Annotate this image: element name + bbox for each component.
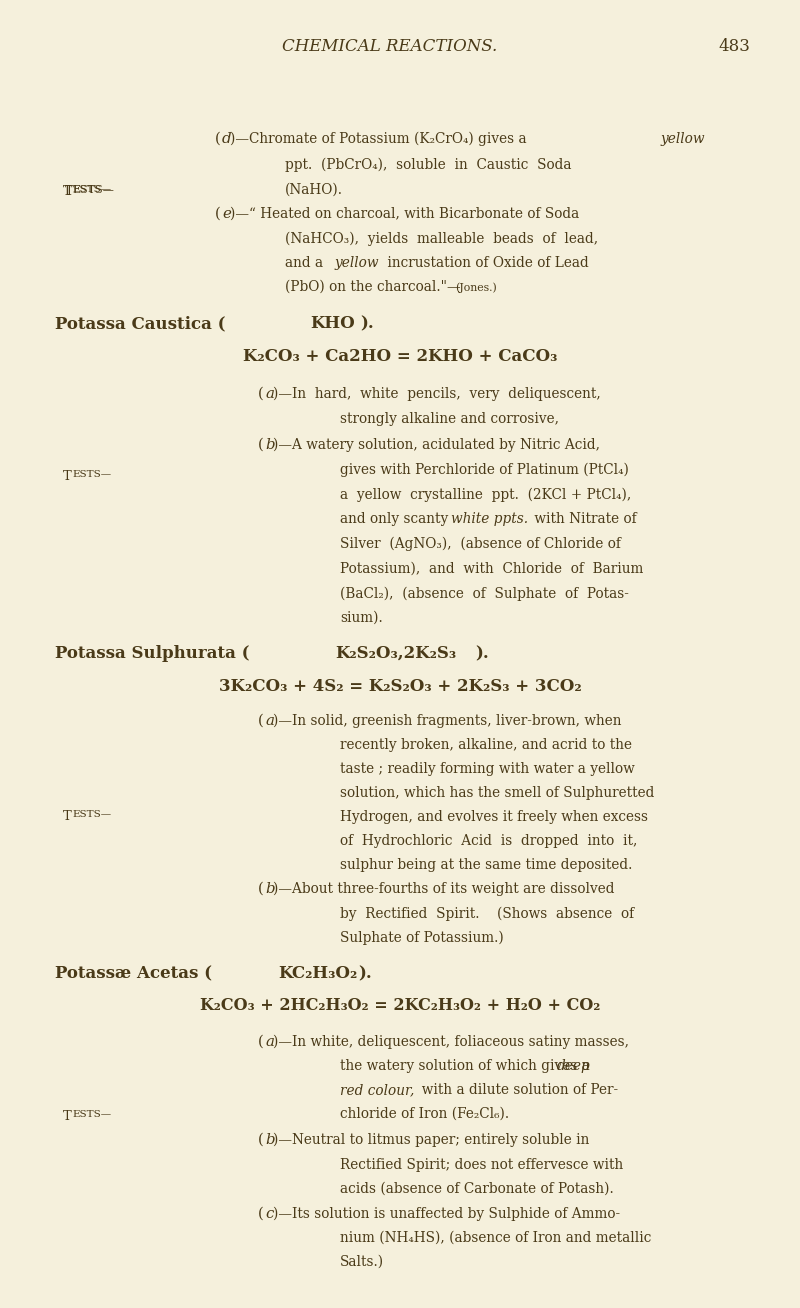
Text: (NaHO).: (NaHO). xyxy=(285,183,343,198)
Text: ESTS—: ESTS— xyxy=(72,184,114,195)
Text: gives with Perchloride of Platinum (PtCl₄): gives with Perchloride of Platinum (PtCl… xyxy=(340,463,629,477)
Text: )—In solid, greenish fragments, liver-brown, when: )—In solid, greenish fragments, liver-br… xyxy=(273,714,622,729)
Text: deep: deep xyxy=(557,1059,590,1073)
Text: ESTS—: ESTS— xyxy=(72,184,111,194)
Text: (: ( xyxy=(258,1207,264,1220)
Text: (PbO) on the charcoal."—: (PbO) on the charcoal."— xyxy=(285,280,461,294)
Text: ESTS—: ESTS— xyxy=(72,470,111,479)
Text: a: a xyxy=(265,1035,274,1049)
Text: Potassa Sulphurata (: Potassa Sulphurata ( xyxy=(55,645,250,662)
Text: sium).: sium). xyxy=(340,611,382,625)
Text: (: ( xyxy=(258,1035,264,1049)
Text: red colour,: red colour, xyxy=(340,1083,414,1097)
Text: recently broken, alkaline, and acrid to the: recently broken, alkaline, and acrid to … xyxy=(340,738,632,752)
Text: Silver  (AgNO₃),  (absence of Chloride of: Silver (AgNO₃), (absence of Chloride of xyxy=(340,538,621,552)
Text: )—Neutral to litmus paper; entirely soluble in: )—Neutral to litmus paper; entirely solu… xyxy=(273,1133,590,1147)
Text: b: b xyxy=(265,438,274,453)
Text: )—About three-fourths of its weight are dissolved: )—About three-fourths of its weight are … xyxy=(273,882,614,896)
Text: b: b xyxy=(265,1133,274,1147)
Text: CHEMICAL REACTIONS.: CHEMICAL REACTIONS. xyxy=(282,38,498,55)
Text: taste ; readily forming with water a yellow: taste ; readily forming with water a yel… xyxy=(340,763,634,776)
Text: (: ( xyxy=(258,387,264,402)
Text: yellow: yellow xyxy=(334,256,378,269)
Text: Salts.): Salts.) xyxy=(340,1254,384,1269)
Text: Potassa Caustica (: Potassa Caustica ( xyxy=(55,315,226,332)
Text: Rectified Spirit; does not effervesce with: Rectified Spirit; does not effervesce wi… xyxy=(340,1158,623,1172)
Text: (NaHCO₃),  yields  malleable  beads  of  lead,: (NaHCO₃), yields malleable beads of lead… xyxy=(285,232,598,246)
Text: KHO: KHO xyxy=(310,315,354,332)
Text: (: ( xyxy=(258,1133,264,1147)
Text: Potassæ Acetas (: Potassæ Acetas ( xyxy=(55,965,212,982)
Text: )—In white, deliquescent, foliaceous satiny masses,: )—In white, deliquescent, foliaceous sat… xyxy=(273,1035,629,1049)
Text: T: T xyxy=(63,1110,72,1124)
Text: )—Chromate of Potassium (K₂CrO₄) gives a: )—Chromate of Potassium (K₂CrO₄) gives a xyxy=(230,132,531,146)
Text: )—In  hard,  white  pencils,  very  deliquescent,: )—In hard, white pencils, very deliquesc… xyxy=(273,387,601,402)
Text: KC₂H₃O₂: KC₂H₃O₂ xyxy=(278,965,358,982)
Text: (Jones.): (Jones.) xyxy=(455,283,497,293)
Text: b: b xyxy=(265,882,274,896)
Text: T: T xyxy=(63,470,72,483)
Text: ).: ). xyxy=(360,315,374,332)
Text: ESTS—: ESTS— xyxy=(72,810,111,819)
Text: nium (NH₄HS), (absence of Iron and metallic: nium (NH₄HS), (absence of Iron and metal… xyxy=(340,1231,651,1245)
Text: (: ( xyxy=(258,714,264,729)
Text: of  Hydrochloric  Acid  is  dropped  into  it,: of Hydrochloric Acid is dropped into it, xyxy=(340,835,638,848)
Text: T: T xyxy=(65,184,74,198)
Text: and a: and a xyxy=(285,256,327,269)
Text: incrustation of Oxide of Lead: incrustation of Oxide of Lead xyxy=(383,256,589,269)
Text: solution, which has the smell of Sulphuretted: solution, which has the smell of Sulphur… xyxy=(340,786,654,800)
Text: K₂CO₃ + 2HC₂H₃O₂ = 2KC₂H₃O₂ + H₂O + CO₂: K₂CO₃ + 2HC₂H₃O₂ = 2KC₂H₃O₂ + H₂O + CO₂ xyxy=(200,997,600,1014)
Text: K₂S₂O₃,2K₂S₃: K₂S₂O₃,2K₂S₃ xyxy=(335,645,456,662)
Text: acids (absence of Carbonate of Potash).: acids (absence of Carbonate of Potash). xyxy=(340,1182,614,1196)
Text: Potassium),  and  with  Chloride  of  Barium: Potassium), and with Chloride of Barium xyxy=(340,562,643,576)
Text: ).: ). xyxy=(358,965,372,982)
Text: ).: ). xyxy=(475,645,489,662)
Text: T: T xyxy=(63,184,72,198)
Text: 3K₂CO₃ + 4S₂ = K₂S₂O₃ + 2K₂S₃ + 3CO₂: 3K₂CO₃ + 4S₂ = K₂S₂O₃ + 2K₂S₃ + 3CO₂ xyxy=(218,678,582,695)
Text: )—Its solution is unaffected by Sulphide of Ammo-: )—Its solution is unaffected by Sulphide… xyxy=(273,1207,620,1222)
Text: yellow: yellow xyxy=(660,132,705,146)
Text: d: d xyxy=(222,132,232,146)
Text: chloride of Iron (Fe₂Cl₆).: chloride of Iron (Fe₂Cl₆). xyxy=(340,1107,509,1121)
Text: 483: 483 xyxy=(718,38,750,55)
Text: by  Rectified  Spirit.    (Shows  absence  of: by Rectified Spirit. (Shows absence of xyxy=(340,906,634,921)
Text: (: ( xyxy=(215,207,221,221)
Text: (: ( xyxy=(258,438,264,453)
Text: ppt.  (PbCrO₄),  soluble  in  Caustic  Soda: ppt. (PbCrO₄), soluble in Caustic Soda xyxy=(285,158,571,173)
Text: a: a xyxy=(265,714,274,729)
Text: Hydrogen, and evolves it freely when excess: Hydrogen, and evolves it freely when exc… xyxy=(340,810,648,824)
Text: a  yellow  crystalline  ppt.  (2KCl + PtCl₄),: a yellow crystalline ppt. (2KCl + PtCl₄)… xyxy=(340,488,631,502)
Text: )—“ Heated on charcoal, with Bicarbonate of Soda: )—“ Heated on charcoal, with Bicarbonate… xyxy=(230,207,579,221)
Text: and only scanty: and only scanty xyxy=(340,511,453,526)
Text: a: a xyxy=(265,387,274,402)
Text: (BaCl₂),  (absence  of  Sulphate  of  Potas-: (BaCl₂), (absence of Sulphate of Potas- xyxy=(340,587,629,602)
Text: (: ( xyxy=(215,132,221,146)
Text: sulphur being at the same time deposited.: sulphur being at the same time deposited… xyxy=(340,858,632,872)
Text: Sulphate of Potassium.): Sulphate of Potassium.) xyxy=(340,931,504,946)
Text: strongly alkaline and corrosive,: strongly alkaline and corrosive, xyxy=(340,412,559,426)
Text: K₂CO₃ + Ca2HO = 2KHO + CaCO₃: K₂CO₃ + Ca2HO = 2KHO + CaCO₃ xyxy=(243,348,557,365)
Text: with a dilute solution of Per-: with a dilute solution of Per- xyxy=(413,1083,618,1097)
Text: (: ( xyxy=(258,882,264,896)
Text: e: e xyxy=(222,207,231,221)
Text: )—A watery solution, acidulated by Nitric Acid,: )—A watery solution, acidulated by Nitri… xyxy=(273,438,600,453)
Text: T: T xyxy=(63,810,72,823)
Text: with Nitrate of: with Nitrate of xyxy=(530,511,637,526)
Text: the watery solution of which gives a: the watery solution of which gives a xyxy=(340,1059,594,1073)
Text: ESTS—: ESTS— xyxy=(72,1110,111,1120)
Text: white ppts.: white ppts. xyxy=(451,511,528,526)
Text: c: c xyxy=(265,1207,274,1220)
